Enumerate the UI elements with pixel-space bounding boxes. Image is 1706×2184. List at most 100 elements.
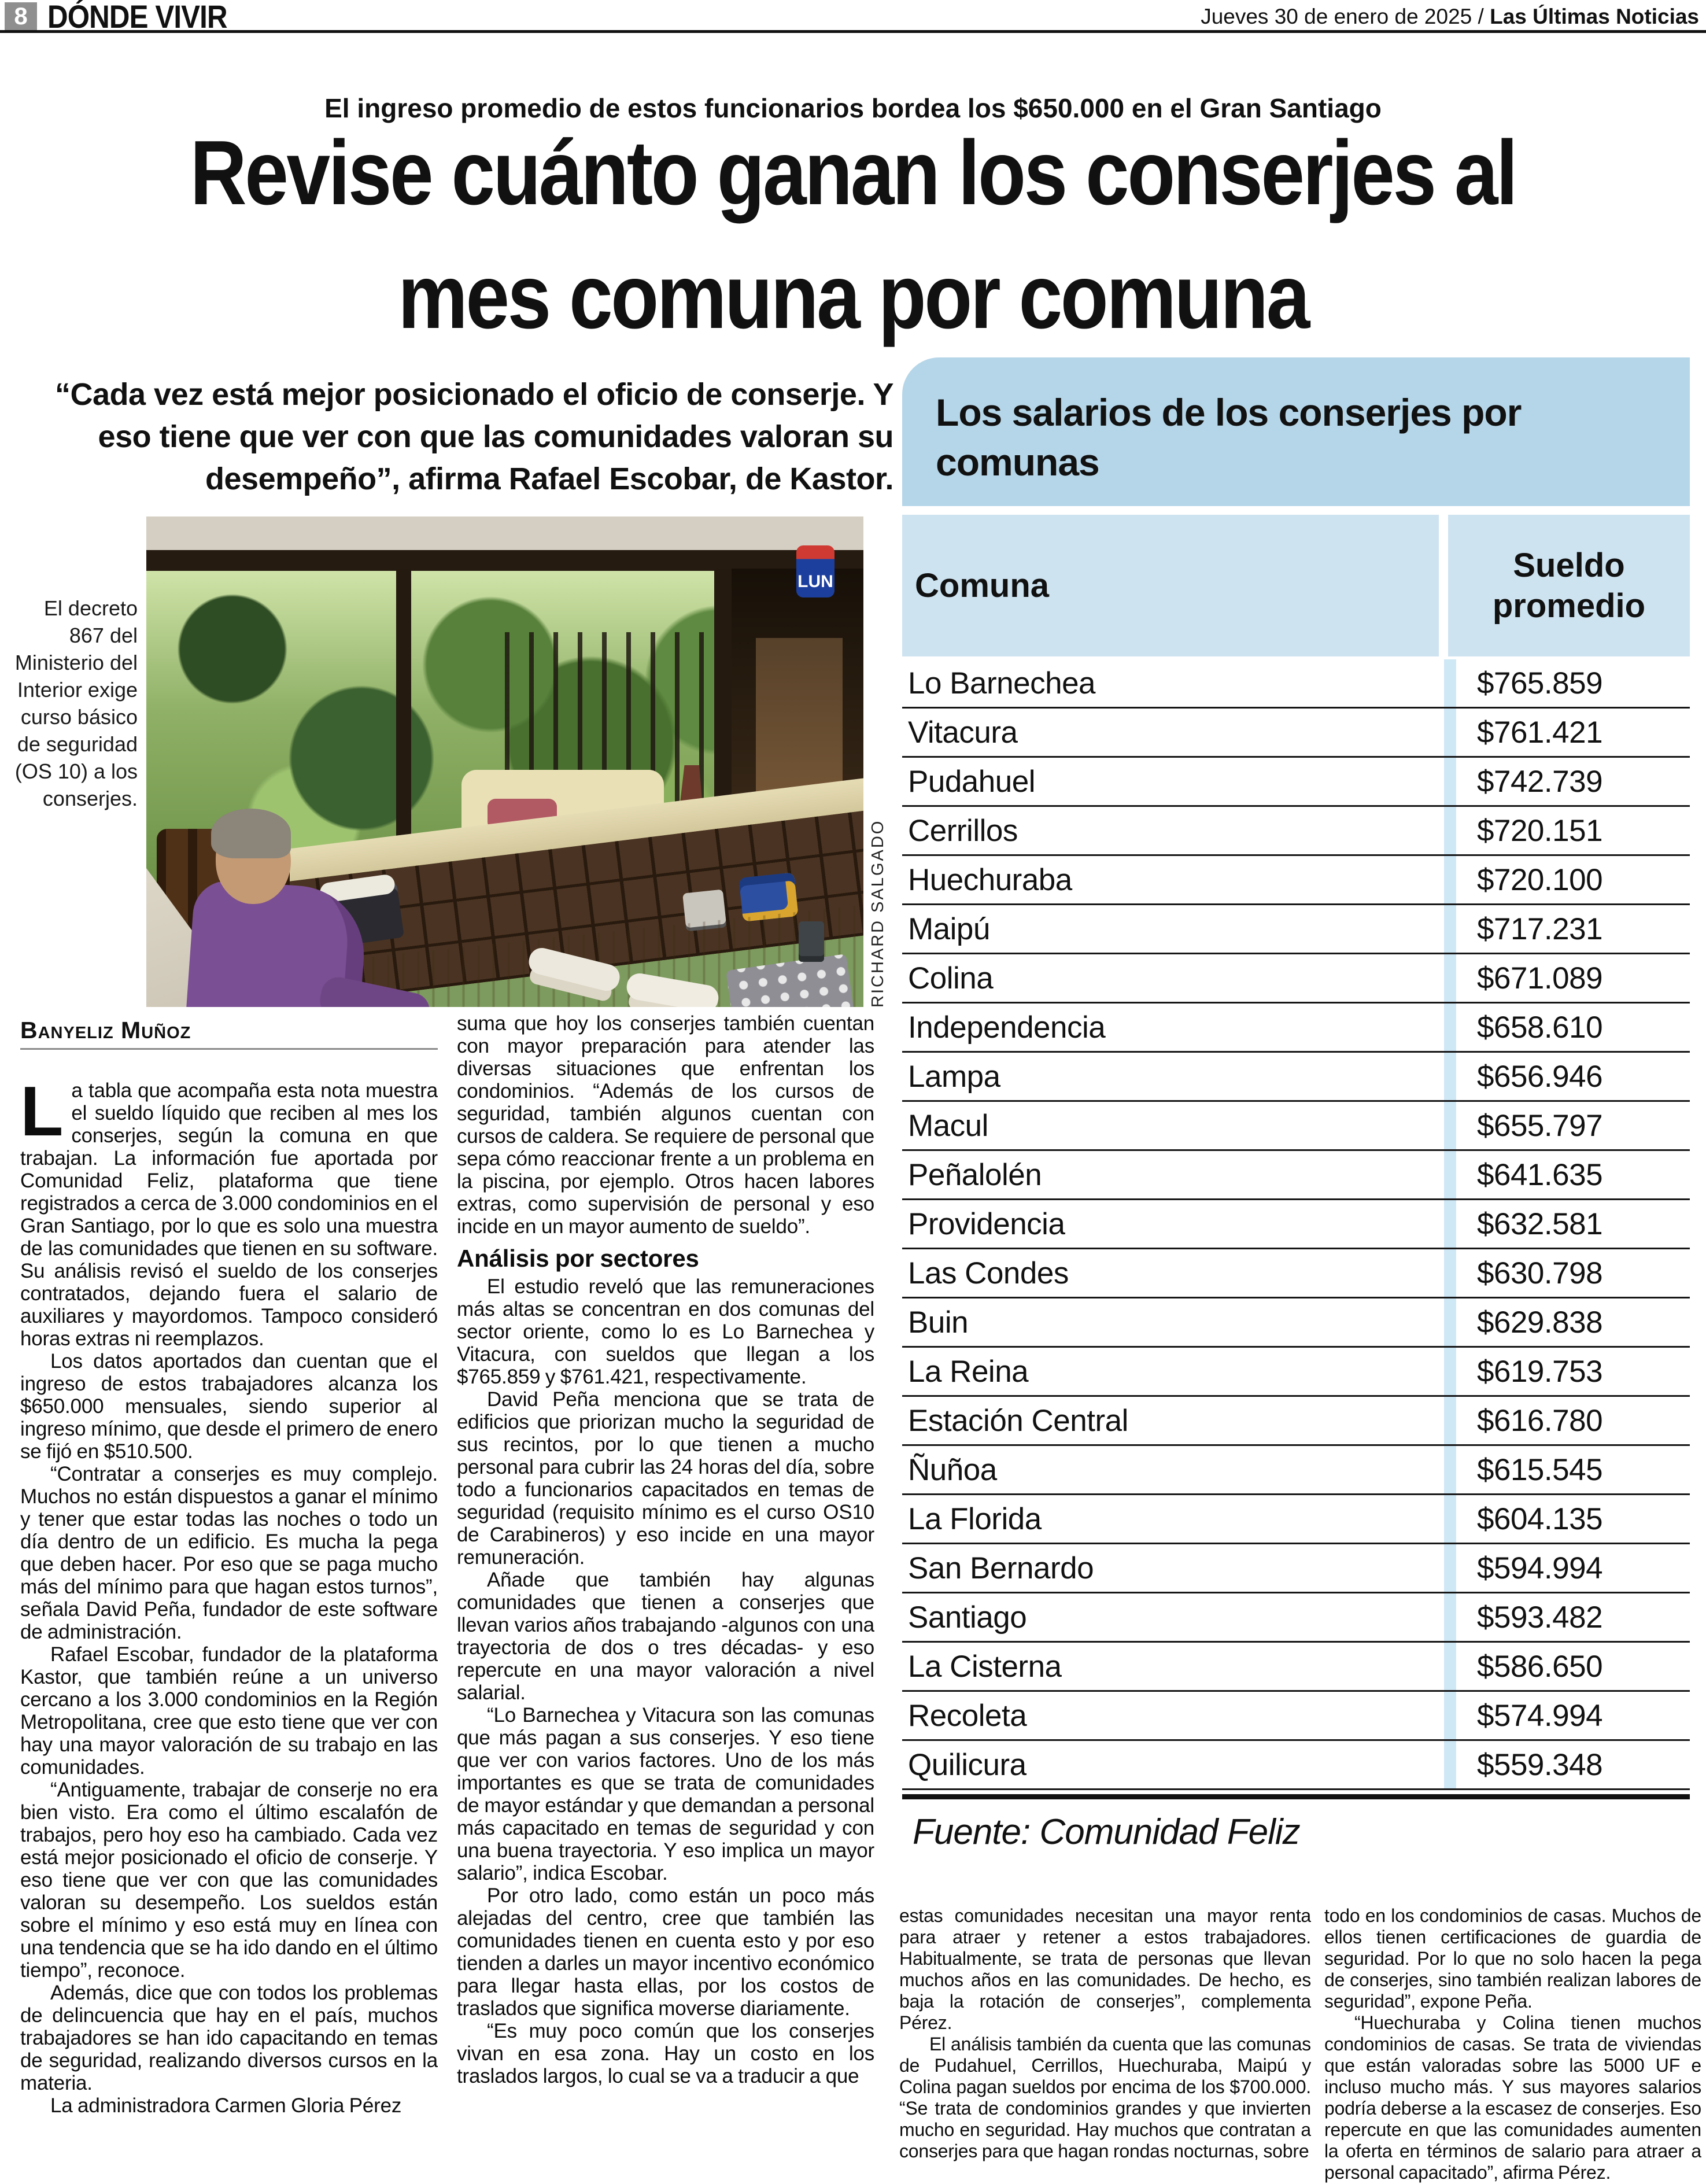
- table-row: Independencia $658.610: [902, 1004, 1690, 1053]
- table-row: Buin $629.838: [902, 1298, 1690, 1348]
- body-column-3: estas comunidades necesitan una mayor re…: [899, 1905, 1311, 2183]
- sueldo-cell: $720.100: [1477, 862, 1603, 897]
- salary-table: Lo Barnechea $765.859 Vitacura $761.421 Pu…: [902, 659, 1690, 1790]
- table-row: Ñuñoa $615.545: [902, 1446, 1690, 1495]
- infobox-title-box: Los salarios de los conserjes por comuna…: [902, 357, 1690, 506]
- paragraph: La administradora Carmen Gloria Pérez: [50, 2094, 402, 2117]
- paragraph: Rafael Escobar, fundador de la plataform…: [20, 1643, 438, 1779]
- table-row: Peñalolén $641.635: [902, 1151, 1690, 1200]
- header-rule: [0, 30, 1706, 33]
- sueldo-cell: $594.994: [1477, 1551, 1603, 1585]
- paragraph: “Lo Barnechea y Vitacura son las comunas…: [457, 1704, 874, 1884]
- header-separator: /: [1472, 5, 1490, 28]
- subhead: Análisis por sectores: [457, 1245, 699, 1272]
- table-header-divider: [1439, 515, 1448, 656]
- comuna-cell: La Florida: [908, 1502, 1042, 1536]
- sueldo-cell: $574.994: [1477, 1698, 1603, 1733]
- comuna-cell: Ñuñoa: [908, 1452, 997, 1487]
- sueldo-cell: $615.545: [1477, 1452, 1603, 1487]
- headline: Revise cuánto ganan los conserjes al mes…: [120, 111, 1587, 359]
- sueldo-cell: $717.231: [1477, 912, 1603, 946]
- comuna-cell: Providencia: [908, 1207, 1065, 1241]
- paragraph: El estudio reveló que las remuneraciones…: [457, 1275, 874, 1388]
- sueldo-cell: $630.798: [1477, 1256, 1603, 1290]
- photo-pen-cup: [799, 921, 824, 962]
- sueldo-cell: $629.838: [1477, 1305, 1603, 1340]
- sueldo-cell: $559.348: [1477, 1747, 1603, 1782]
- sueldo-cell: $604.135: [1477, 1502, 1603, 1536]
- comuna-cell: Cerrillos: [908, 813, 1018, 848]
- table-bottom-rule: [902, 1794, 1690, 1799]
- section-title: DÓNDE VIVIR: [47, 0, 228, 35]
- comuna-cell: Huechuraba: [908, 862, 1072, 897]
- table-row: La Cisterna $586.650: [902, 1643, 1690, 1692]
- article-photo: LUN: [146, 517, 863, 1007]
- comuna-cell: Maipú: [908, 912, 990, 946]
- byline-rule: [20, 1048, 438, 1050]
- table-row: La Reina $619.753: [902, 1348, 1690, 1397]
- table-row: Vitacura $761.421: [902, 709, 1690, 758]
- body-column-2: suma que hoy los conserjes también cuent…: [457, 1012, 874, 2178]
- body-column-4: todo en los condominios de casas. Muchos…: [1324, 1905, 1701, 2183]
- sueldo-cell: $742.739: [1477, 764, 1603, 799]
- comuna-cell: La Reina: [908, 1354, 1029, 1389]
- comuna-cell: Santiago: [908, 1600, 1027, 1635]
- table-row: Las Condes $630.798: [902, 1249, 1690, 1298]
- table-row: Lo Barnechea $765.859: [902, 659, 1690, 709]
- paragraph: “Huechuraba y Colina tienen muchos condo…: [1324, 2012, 1701, 2183]
- comuna-cell: Colina: [908, 961, 994, 995]
- table-row: Cerrillos $720.151: [902, 807, 1690, 856]
- photo-concierge-hair: [211, 809, 291, 858]
- table-row: Estación Central $616.780: [902, 1397, 1690, 1446]
- table-row: Lampa $656.946: [902, 1053, 1690, 1102]
- table-source: Fuente: Comunidad Feliz: [913, 1812, 1301, 1852]
- sueldo-cell: $616.780: [1477, 1403, 1603, 1438]
- photo-window-post: [396, 569, 411, 881]
- comuna-cell: Quilicura: [908, 1747, 1026, 1782]
- paragraph: El análisis también da cuenta que las co…: [899, 2034, 1311, 2161]
- comuna-cell: Lo Barnechea: [908, 666, 1096, 700]
- paragraph: David Peña menciona que se trata de edif…: [457, 1388, 874, 1569]
- table-row: San Bernardo $594.994: [902, 1544, 1690, 1593]
- page-number: 8: [5, 2, 37, 30]
- table-row: Recoleta $574.994: [902, 1692, 1690, 1741]
- sueldo-cell: $632.581: [1477, 1207, 1603, 1241]
- comuna-cell: Vitacura: [908, 715, 1018, 750]
- table-row: Huechuraba $720.100: [902, 856, 1690, 905]
- comuna-cell: Recoleta: [908, 1698, 1027, 1733]
- comuna-cell: Macul: [908, 1108, 988, 1143]
- photo-caption: El decreto 867 del Ministerio del Interi…: [14, 596, 138, 810]
- paragraph: “Contratar a conserjes es muy complejo. …: [20, 1463, 438, 1643]
- paragraph: “Antiguamente, trabajar de conserje no e…: [20, 1779, 438, 1982]
- table-row: La Florida $604.135: [902, 1495, 1690, 1544]
- sueldo-cell: $720.151: [1477, 813, 1603, 848]
- comuna-cell: Estación Central: [908, 1403, 1128, 1438]
- table-row: Pudahuel $742.739: [902, 758, 1690, 807]
- drop-cap: L: [20, 1079, 64, 1150]
- comuna-cell: Buin: [908, 1305, 969, 1340]
- comuna-cell: Independencia: [908, 1010, 1106, 1045]
- lun-logo: LUN: [796, 545, 834, 597]
- sueldo-cell: $671.089: [1477, 961, 1603, 995]
- headline-line1: Revise cuánto ganan los conserjes al: [190, 122, 1518, 224]
- comuna-cell: Pudahuel: [908, 764, 1035, 799]
- paragraph: todo en los condominios de casas. Muchos…: [1324, 1905, 1701, 2012]
- sueldo-cell: $641.635: [1477, 1157, 1603, 1192]
- table-header-sueldo: Sueldo promedio: [1492, 546, 1646, 625]
- table-row: Colina $671.089: [902, 954, 1690, 1004]
- infobox-title: Los salarios de los conserjes por comuna…: [936, 391, 1522, 484]
- paragraph: Además, dice que con todos los problemas…: [20, 1982, 438, 2094]
- lead-quote: “Cada vez está mejor posicionado el ofic…: [55, 377, 894, 496]
- comuna-cell: Las Condes: [908, 1256, 1069, 1290]
- comuna-cell: Peñalolén: [908, 1157, 1042, 1192]
- table-row: Providencia $632.581: [902, 1200, 1690, 1249]
- photo-credit: RICHARD SALGADO: [869, 819, 887, 1008]
- table-row: Maipú $717.231: [902, 905, 1690, 954]
- sueldo-cell: $656.946: [1477, 1059, 1603, 1094]
- table-row: Macul $655.797: [902, 1102, 1690, 1151]
- photo-ceiling: [146, 517, 863, 550]
- sueldo-cell: $586.650: [1477, 1649, 1603, 1684]
